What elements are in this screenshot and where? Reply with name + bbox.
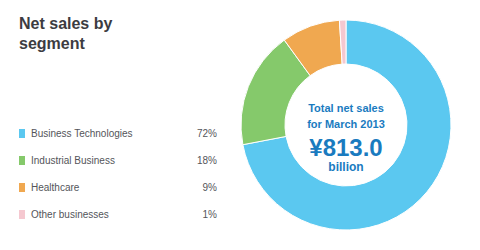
svg-text:Business Technologies: Business Technologies (31, 128, 133, 139)
svg-text:for March 2013: for March 2013 (307, 118, 385, 130)
svg-text:billion: billion (328, 160, 363, 174)
svg-text:9%: 9% (203, 182, 218, 193)
svg-text:Net sales by: Net sales by (19, 15, 112, 32)
svg-text:Other businesses: Other businesses (31, 209, 109, 220)
svg-text:18%: 18% (197, 155, 217, 166)
svg-text:1%: 1% (203, 209, 218, 220)
svg-text:¥813.0: ¥813.0 (309, 134, 382, 161)
svg-text:Industrial Business: Industrial Business (31, 155, 115, 166)
svg-text:Total net sales: Total net sales (308, 102, 384, 114)
svg-text:Healthcare: Healthcare (31, 182, 80, 193)
svg-text:72%: 72% (197, 128, 217, 139)
svg-text:segment: segment (19, 35, 85, 52)
